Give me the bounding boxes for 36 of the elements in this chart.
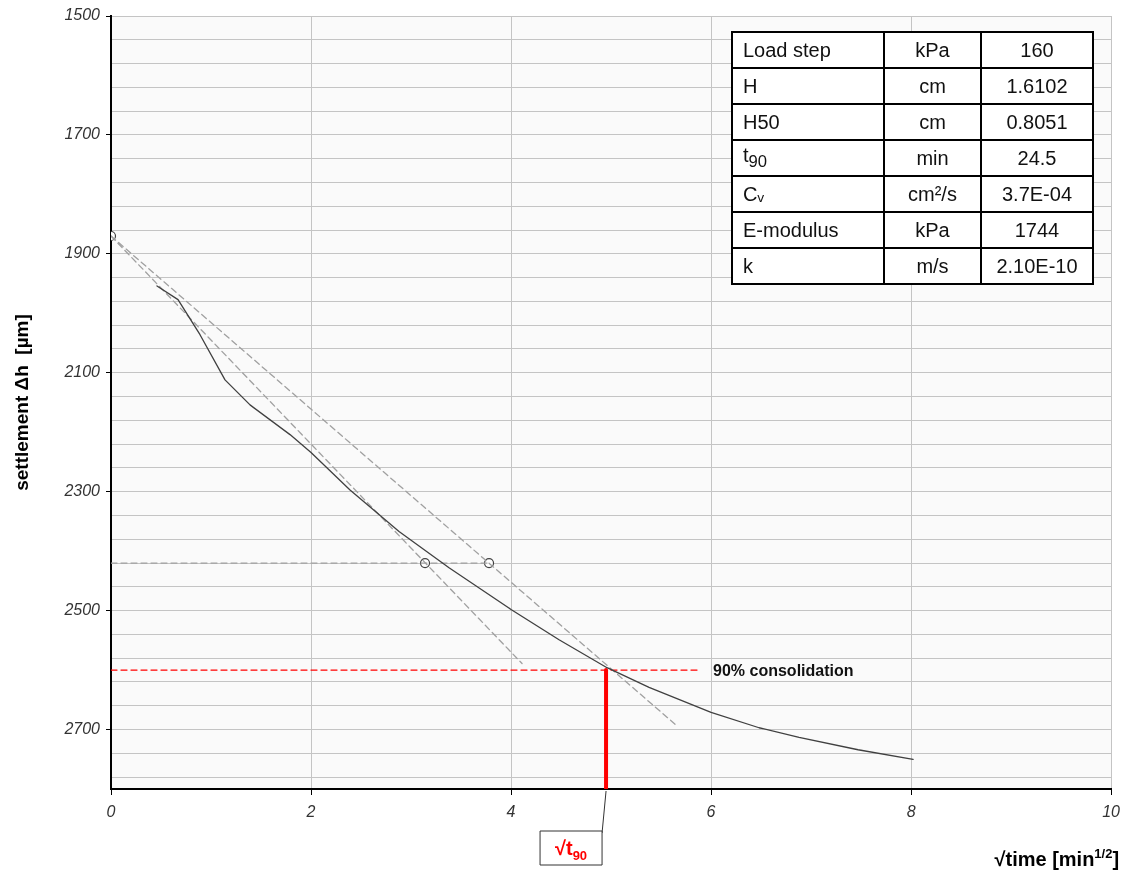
annotation: 0.8051 bbox=[981, 104, 1093, 140]
annotation: k bbox=[732, 248, 884, 284]
annotation: min bbox=[884, 140, 981, 176]
x-tick-label: 2 bbox=[305, 803, 316, 821]
annotation: t$_{90}$ bbox=[732, 140, 884, 176]
annotation: 90% consolidation bbox=[713, 662, 854, 680]
annotation: cm²/s bbox=[884, 176, 981, 212]
annotation: cm bbox=[884, 104, 981, 140]
annotation: 2.10E-10 bbox=[981, 248, 1093, 284]
y-tick-label: 2300 bbox=[63, 482, 101, 500]
annotation: kPa bbox=[884, 32, 981, 68]
annotation: kPa bbox=[884, 212, 981, 248]
annotation: 1.6102 bbox=[981, 68, 1093, 104]
y-tick-label: 2100 bbox=[63, 363, 101, 381]
annotation: 24.5 bbox=[981, 140, 1093, 176]
annotation: Cᵥ bbox=[732, 176, 884, 212]
y-tick-label: 2500 bbox=[63, 601, 101, 619]
annotation: 1744 bbox=[981, 212, 1093, 248]
annotation: H bbox=[732, 68, 884, 104]
y-tick-label: 1500 bbox=[64, 6, 101, 24]
y-tick-label: 1700 bbox=[64, 125, 101, 143]
x-tick-label: 4 bbox=[506, 803, 516, 821]
annotation: 3.7E-04 bbox=[981, 176, 1093, 212]
annotation: m/s bbox=[884, 248, 981, 284]
y-tick-label: 2700 bbox=[63, 719, 101, 737]
y-tick-label: 1900 bbox=[64, 244, 101, 262]
annotation: cm bbox=[884, 68, 981, 104]
annotation: Load step bbox=[732, 32, 884, 68]
y-axis-title: settlement Δh [µm] bbox=[11, 314, 32, 491]
x-tick-label: 6 bbox=[706, 803, 716, 821]
x-tick-label: 8 bbox=[906, 803, 916, 821]
annotation: E-modulus bbox=[732, 212, 884, 248]
x-tick-label: 10 bbox=[1102, 803, 1121, 821]
x-tick-label: 0 bbox=[106, 803, 116, 821]
annotation: H50 bbox=[732, 104, 884, 140]
annotation: 160 bbox=[981, 32, 1093, 68]
